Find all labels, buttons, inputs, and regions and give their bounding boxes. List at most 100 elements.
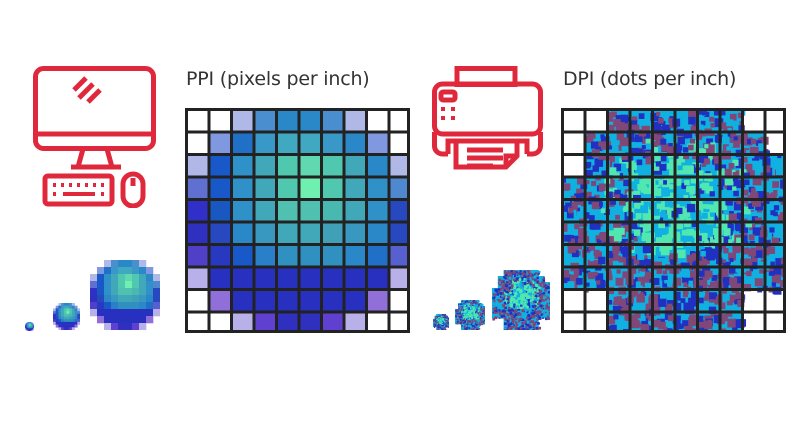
ink-dot [519,288,523,292]
dot-cell [467,303,471,307]
ink-dot [473,328,476,330]
ink-dot [596,239,602,244]
ink-dot [668,253,678,263]
ink-dot [470,311,473,313]
ink-dot [727,318,737,328]
ink-dot [747,170,755,178]
ink-dot [444,315,446,317]
pixel-cell [61,313,65,317]
ink-dot [593,260,601,268]
ink-dot [585,180,590,185]
ink-dot [759,153,766,160]
ink-dot [684,199,691,206]
ink-dot [718,302,726,310]
pixel-cell [69,324,73,328]
ink-dot [508,286,511,290]
ink-dot [505,287,508,291]
ink-dot [479,303,481,305]
ink-dot [516,284,519,287]
ink-dot [526,316,529,320]
ink-dot [518,303,521,306]
ink-dot [519,317,523,321]
ink-dot [531,305,535,308]
ink-dot [773,205,780,211]
dot-cell [447,317,449,320]
ink-dot [736,117,743,124]
ink-dot [544,286,547,289]
ink-dot [510,303,514,307]
ink-dot [442,315,444,317]
ink-dot [533,273,536,276]
ink-dot [515,323,519,326]
ink-dot [505,293,508,296]
ink-dot [436,317,438,319]
ink-dot [645,138,651,144]
pixel-cell [30,324,32,326]
ink-dot [504,270,507,273]
ink-dot [469,322,471,325]
ink-dot [521,327,524,330]
ink-dot [441,328,443,330]
ink-dot [437,326,439,328]
dot-cell [497,306,504,313]
pixel-cell [275,130,298,153]
ink-dot [674,143,681,150]
ink-dot [523,322,526,325]
pixel-cell [33,328,34,330]
ink-dot [698,124,704,130]
pixel-cell [33,325,34,327]
ink-dot [510,325,513,329]
pixel-cell [97,274,105,282]
ink-dot [547,306,550,309]
ink-dot [446,315,448,317]
ink-dot [701,182,710,191]
ink-dot [613,221,622,231]
ink-dot [458,316,460,318]
ink-dot [681,183,688,189]
ink-dot [771,237,779,244]
ink-dot [445,318,447,320]
ink-dot [606,270,612,276]
ink-dot [573,270,580,276]
ink-dot [741,264,750,273]
ink-dot [461,320,463,322]
grid-line [561,310,786,314]
ink-dot [590,141,599,149]
ink-dot [689,189,695,195]
ink-dot [438,325,441,327]
ink-dot [510,270,513,273]
ink-dot [475,325,477,327]
ink-dot [443,321,446,323]
pixel-cell [74,305,78,309]
ink-dot [609,145,619,154]
ink-dot [477,311,480,313]
ink-dot [763,165,771,173]
ink-dot [773,229,782,239]
pixel-cell [63,303,67,306]
pixel-cell [61,303,65,306]
ink-dot [655,237,664,246]
pixel-cell [27,326,29,328]
ink-dot [504,319,507,321]
ink-dot [669,169,676,176]
ink-dot [508,276,512,280]
grid-line [718,108,722,333]
ink-dot [609,168,616,175]
pixel-cell [32,323,34,325]
ink-dot [548,309,550,312]
pixel-cell [29,325,31,327]
ink-dot [629,208,635,214]
ink-dot [464,301,467,303]
pixel-cell [69,311,73,315]
ink-dot [752,153,760,161]
pixel-cell [230,130,253,153]
ink-dot [561,205,568,212]
ink-dot [445,318,447,320]
ink-dot [534,306,537,309]
ink-dot [704,249,713,259]
ink-dot [616,132,625,141]
ink-dot [730,294,736,301]
ink-dot [640,276,650,286]
pixel-cell [111,274,119,282]
dot-cell [464,312,468,316]
